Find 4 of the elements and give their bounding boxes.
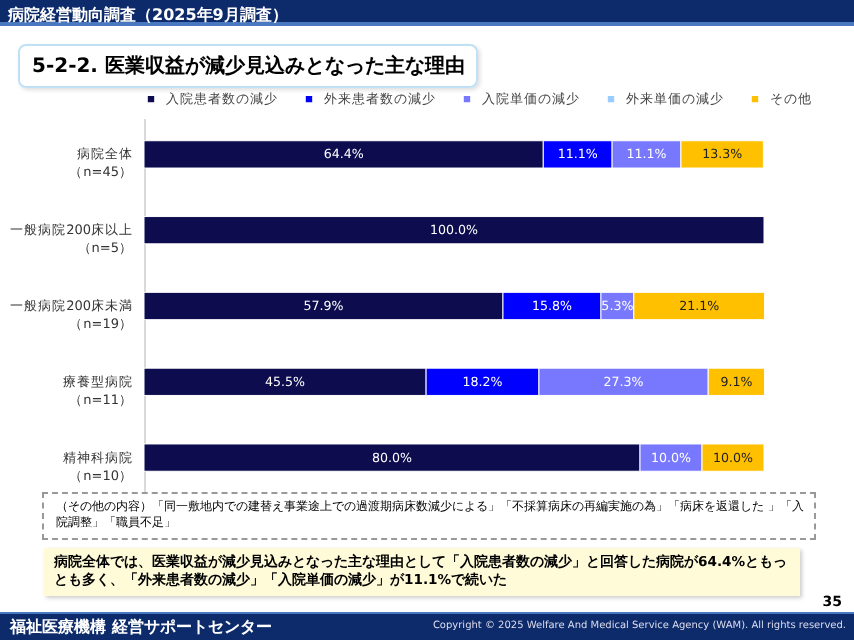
chart-title: 5-2-2. 医業収益が減少見込みとなった主な理由: [18, 44, 479, 88]
text: 福祉医療機構 経営サポートセンター: [10, 616, 272, 638]
text: 病院経営動向調査（2025年9月調査）: [0, 0, 854, 26]
bar: [143, 216, 765, 245]
